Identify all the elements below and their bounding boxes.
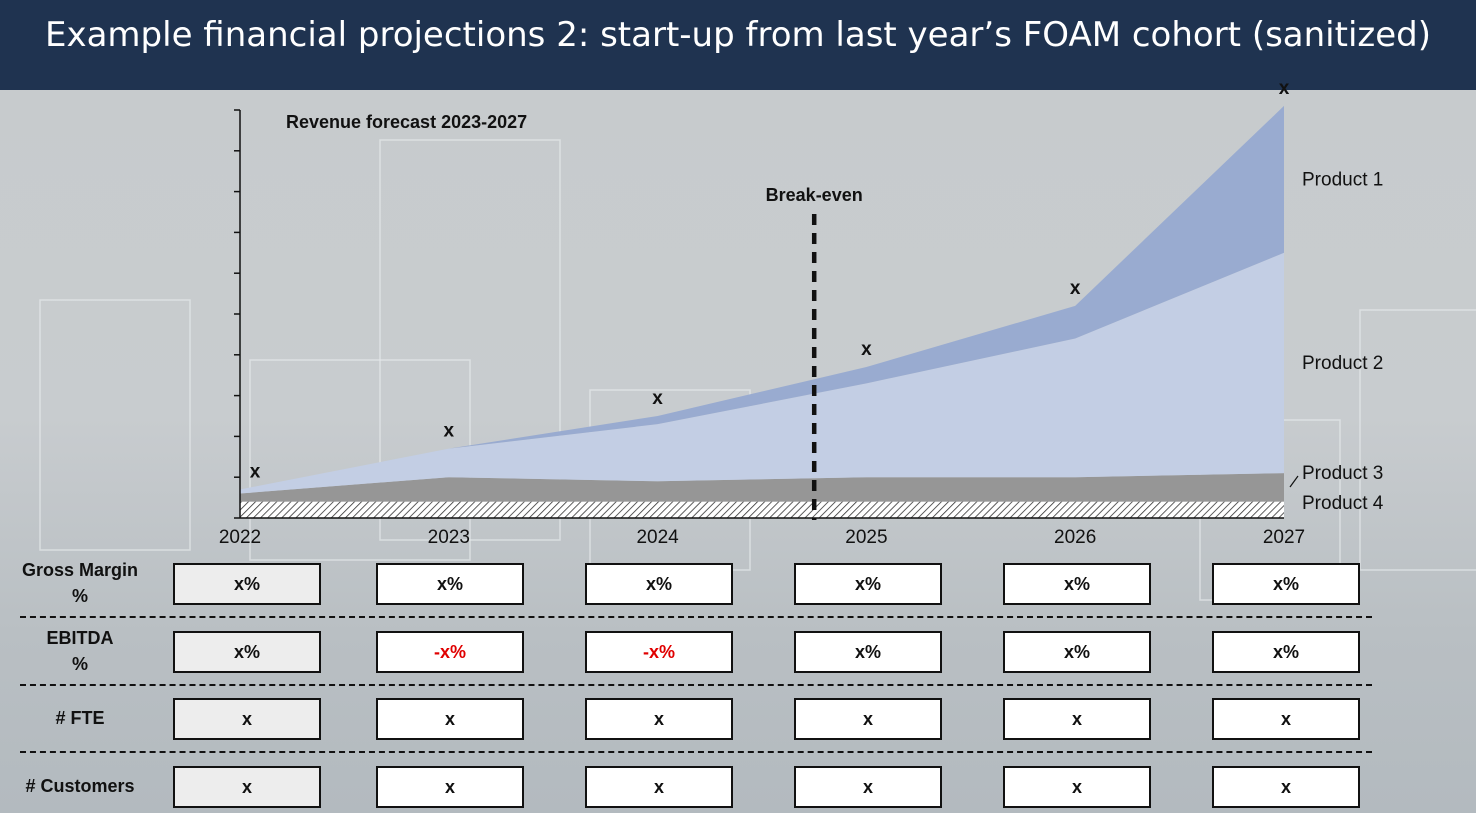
table-cell: x bbox=[585, 698, 733, 740]
table-cell: x% bbox=[376, 563, 524, 605]
x-tick-label: 2024 bbox=[636, 527, 679, 548]
data-label: x bbox=[1070, 278, 1081, 299]
table-cell: x bbox=[173, 766, 321, 808]
table-cell: x% bbox=[794, 631, 942, 673]
area-product-4 bbox=[240, 501, 1284, 518]
table-cell: x% bbox=[1003, 563, 1151, 605]
row-label: EBITDA % bbox=[46, 628, 114, 674]
table-cell: x% bbox=[794, 563, 942, 605]
x-tick-label: 2023 bbox=[428, 527, 470, 548]
table-cell: x% bbox=[585, 563, 733, 605]
data-label: x bbox=[1279, 78, 1290, 99]
data-label: x bbox=[444, 421, 455, 442]
row-label: # Customers bbox=[25, 776, 135, 796]
skyline-building bbox=[1359, 309, 1476, 571]
row-separator bbox=[20, 684, 1372, 686]
row-separator bbox=[20, 616, 1372, 618]
x-tick-label: 2027 bbox=[1263, 527, 1305, 548]
table-cell: x bbox=[376, 766, 524, 808]
table-cell: x bbox=[794, 766, 942, 808]
table-cell: x bbox=[1212, 766, 1360, 808]
page-title: Example financial projections 2: start-u… bbox=[44, 15, 1432, 55]
table-cell: x bbox=[1212, 698, 1360, 740]
legend-product-2: Product 2 bbox=[1302, 353, 1383, 374]
table-cell: x% bbox=[173, 631, 321, 673]
legend-product-1: Product 1 bbox=[1302, 169, 1383, 190]
data-label: x bbox=[652, 388, 663, 409]
table-cell: x bbox=[173, 698, 321, 740]
x-tick-label: 2022 bbox=[219, 527, 261, 548]
table-cell: x% bbox=[1212, 563, 1360, 605]
legend-product-3: Product 3 bbox=[1302, 463, 1383, 484]
x-tick-label: 2025 bbox=[845, 527, 887, 548]
x-tick-label: 2026 bbox=[1054, 527, 1096, 548]
data-label: x bbox=[861, 339, 872, 360]
table-cell: -x% bbox=[585, 631, 733, 673]
title-bar: Example financial projections 2: start-u… bbox=[0, 0, 1476, 90]
table-cell: x bbox=[585, 766, 733, 808]
row-label: Gross Margin % bbox=[21, 560, 139, 606]
table-cell: x bbox=[794, 698, 942, 740]
table-cell: x bbox=[1003, 698, 1151, 740]
table-cell: x bbox=[376, 698, 524, 740]
row-label: # FTE bbox=[55, 708, 105, 728]
skyline-building bbox=[379, 139, 561, 541]
chart-title: Revenue forecast 2023-2027 bbox=[286, 112, 527, 132]
legend-product-4: Product 4 bbox=[1302, 493, 1384, 514]
table-cell: x% bbox=[1212, 631, 1360, 673]
data-label: x bbox=[250, 461, 261, 482]
table-cell: -x% bbox=[376, 631, 524, 673]
legend-leader-line bbox=[1289, 475, 1299, 488]
skyline-building bbox=[39, 299, 191, 551]
table-cell: x% bbox=[173, 563, 321, 605]
area-product-3 bbox=[240, 473, 1284, 502]
row-separator bbox=[20, 751, 1372, 753]
table-cell: x bbox=[1003, 766, 1151, 808]
area-product-2 bbox=[240, 252, 1284, 494]
table-cell: x% bbox=[1003, 631, 1151, 673]
break-even-label: Break-even bbox=[766, 185, 863, 205]
